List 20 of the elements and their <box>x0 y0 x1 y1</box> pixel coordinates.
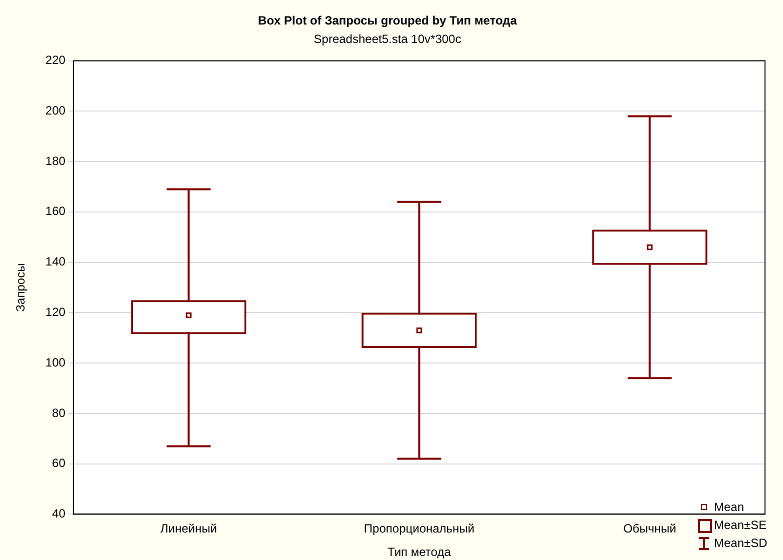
y-tick-label: 180 <box>45 154 66 168</box>
chart-subtitle: Spreadsheet5.sta 10v*300c <box>314 32 462 46</box>
y-tick-label: 80 <box>52 406 66 420</box>
y-tick-label: 40 <box>52 506 66 521</box>
annotation: Mean <box>714 499 744 516</box>
text: Mean±SD <box>714 535 768 552</box>
text: Mean±SE <box>714 517 767 534</box>
y-tick-label: 120 <box>45 305 66 319</box>
y-tick-label: 160 <box>45 204 66 218</box>
x-tick-label: Пропорциональный <box>364 522 474 536</box>
chart-title: Box Plot of Запросы grouped by Тип метода <box>258 14 518 28</box>
y-tick-label: 100 <box>45 355 66 370</box>
y-tick-label: 220 <box>45 53 66 68</box>
x-tick-label: Линейный <box>160 522 217 536</box>
x-tick-label: Обычный <box>623 522 676 536</box>
y-tick-label: 60 <box>52 456 66 470</box>
y-axis-title: Запросы <box>14 263 28 312</box>
y-tick-label: 200 <box>45 103 66 118</box>
y-tick-label: 140 <box>45 254 66 269</box>
x-axis-title: Тип метода <box>388 545 452 560</box>
